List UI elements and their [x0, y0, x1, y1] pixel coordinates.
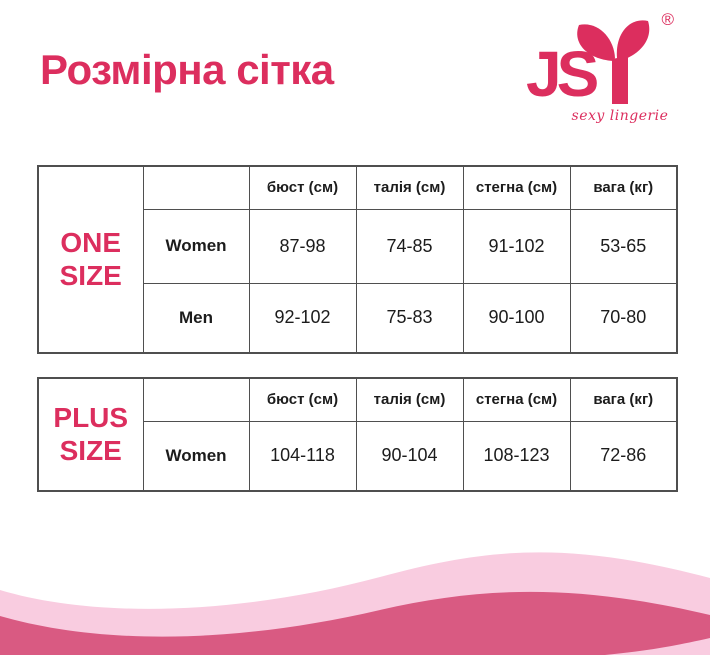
row-label-women: Women — [142, 208, 250, 284]
value-cell: 74-85 — [355, 208, 464, 284]
value-cell: 92-102 — [248, 282, 357, 354]
wave-decoration — [0, 552, 710, 655]
column-header-bust: бюст (см) — [248, 377, 357, 422]
value-cell: 75-83 — [355, 282, 464, 354]
column-header-hips: стегна (см) — [462, 165, 571, 210]
plus-size-table: PLUS SIZE бюст (см) талія (см) стегна (с… — [37, 377, 678, 492]
value-cell: 70-80 — [569, 282, 678, 354]
value-cell: 53-65 — [569, 208, 678, 284]
value-cell: 91-102 — [462, 208, 571, 284]
jsy-logo: JS ® sexy lingerie — [520, 6, 696, 136]
value-cell: 90-100 — [462, 282, 571, 354]
value-cell: 87-98 — [248, 208, 357, 284]
page-title: Розмірна сітка — [40, 46, 334, 93]
empty-corner-cell — [142, 165, 250, 210]
wave-dark — [0, 591, 710, 655]
table-row: Women 104-118 90-104 108-123 72-86 — [38, 420, 678, 492]
column-header-weight: вага (кг) — [569, 377, 678, 422]
one-size-label: ONE SIZE — [37, 165, 144, 354]
one-size-table: ONE SIZE бюст (см) талія (см) стегна (см… — [37, 165, 678, 354]
column-header-waist: талія (см) — [355, 377, 464, 422]
column-header-waist: талія (см) — [355, 165, 464, 210]
logo-js-letters: JS — [526, 38, 599, 110]
plus-size-label: PLUS SIZE — [37, 377, 144, 492]
table-row: Men 92-102 75-83 90-100 70-80 — [38, 282, 678, 354]
column-header-bust: бюст (см) — [248, 165, 357, 210]
column-header-hips: стегна (см) — [462, 377, 571, 422]
column-header-weight: вага (кг) — [569, 165, 678, 210]
value-cell: 104-118 — [248, 420, 357, 492]
value-cell: 108-123 — [462, 420, 571, 492]
value-cell: 90-104 — [355, 420, 464, 492]
logo-tagline: sexy lingerie — [571, 108, 669, 124]
empty-corner-cell — [142, 377, 250, 422]
registered-trademark-icon: ® — [661, 10, 674, 29]
table-row: Women 87-98 74-85 91-102 53-65 — [38, 208, 678, 284]
row-label-women: Women — [142, 420, 250, 492]
value-cell: 72-86 — [569, 420, 678, 492]
jsy-leaves-y-icon — [577, 20, 650, 104]
row-label-men: Men — [142, 282, 250, 354]
